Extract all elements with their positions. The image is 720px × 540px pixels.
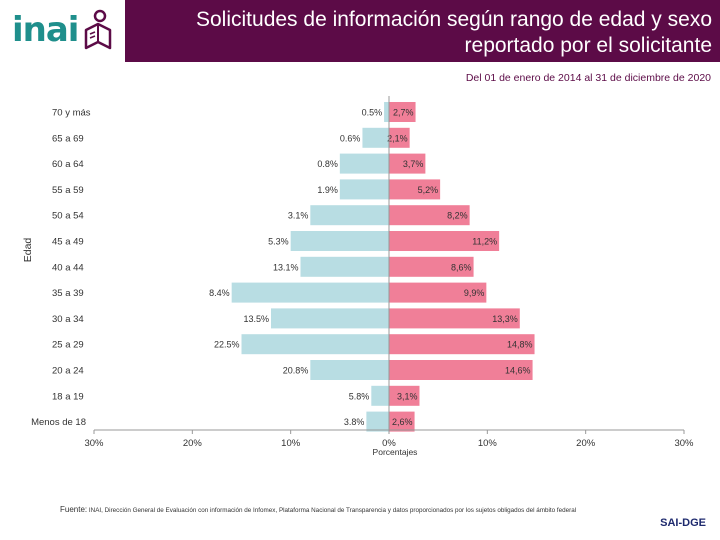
data-label-right: 3,7%: [403, 159, 424, 169]
category-label: 55 a 59: [52, 185, 84, 196]
x-tick-label: 30%: [674, 438, 694, 449]
source-footer: Fuente: INAI, Dirección General de Evalu…: [60, 505, 660, 516]
bar-left: [339, 179, 389, 200]
data-label-right: 2,7%: [393, 108, 414, 118]
data-label-left: 3.1%: [288, 211, 309, 221]
bar-right: [389, 205, 470, 226]
y-axis-label: Edad: [22, 238, 34, 263]
x-tick-label: 20%: [183, 438, 203, 449]
data-label-right: 11,2%: [472, 237, 497, 247]
bar-right: [389, 385, 420, 406]
x-tick-label: 0%: [382, 438, 396, 449]
data-label-right: 3,1%: [397, 391, 418, 401]
x-tick-label: 30%: [84, 438, 104, 449]
bar-left: [241, 334, 389, 355]
bar-left: [290, 231, 389, 251]
footer-text: INAI, Dirección General de Evaluación co…: [88, 507, 577, 514]
category-label: 25 a 29: [52, 340, 84, 351]
data-label-right: 8,2%: [447, 211, 468, 221]
bar-right: [389, 127, 410, 148]
bar-right: [389, 411, 415, 432]
bar-left: [300, 256, 389, 277]
data-label-right: 9,9%: [464, 288, 485, 298]
data-label-right: 8,6%: [451, 262, 472, 272]
data-label-left: 22.5%: [214, 340, 240, 350]
data-label-left: 13.1%: [273, 262, 299, 272]
category-label: 60 a 64: [52, 159, 84, 170]
category-label: 50 a 54: [52, 211, 84, 222]
bar-right: [389, 102, 416, 122]
bar-right: [389, 256, 474, 277]
bar-right: [389, 334, 535, 355]
data-label-left: 8.4%: [209, 288, 230, 298]
footer-tag: SAI-DGE: [660, 517, 706, 529]
logo-text: inai: [12, 10, 79, 50]
bar-left: [371, 385, 389, 406]
bar-right: [389, 179, 441, 200]
x-axis-label: Porcentajes: [373, 447, 418, 457]
logo-area: inai: [0, 0, 125, 62]
category-label: 45 a 49: [52, 237, 84, 248]
bar-left: [271, 308, 389, 329]
inai-logo-icon: [84, 9, 112, 50]
bar-left: [339, 153, 389, 174]
population-pyramid-chart: Edad 70 y más 0.5% 2,7% 65 a 69 0.6% 2,1% 60 a …: [22, 96, 694, 457]
category-label: Menos de 18: [31, 417, 86, 428]
page-title: Solicitudes de información según rango d…: [196, 8, 712, 57]
data-label-right: 2,6%: [392, 417, 413, 427]
category-label: 40 a 44: [52, 262, 84, 273]
bar-right: [389, 360, 533, 380]
data-label-left: 1.9%: [317, 185, 338, 195]
data-label-left: 0.5%: [362, 108, 383, 118]
chart-subtitle: Del 01 de enero de 2014 al 31 de diciemb…: [465, 72, 711, 84]
x-tick-label: 20%: [576, 438, 596, 449]
data-label-right: 13,3%: [492, 314, 518, 324]
data-label-left: 5.3%: [268, 237, 289, 247]
data-label-left: 20.8%: [283, 366, 309, 376]
x-tick-label: 10%: [281, 438, 301, 449]
category-label: 18 a 19: [52, 391, 84, 402]
category-label: 65 a 69: [52, 133, 84, 144]
category-label: 20 a 24: [52, 366, 84, 377]
category-label: 35 a 39: [52, 288, 84, 299]
data-label-left: 5.8%: [349, 391, 370, 401]
data-label-left: 13.5%: [243, 314, 269, 324]
bar-right: [389, 282, 487, 303]
header-bar: Solicitudes de información según rango d…: [125, 0, 720, 62]
data-label-right: 2,1%: [387, 133, 408, 143]
data-label-left: 0.6%: [340, 133, 361, 143]
x-tick-label: 10%: [478, 438, 498, 449]
data-label-left: 3.8%: [344, 417, 365, 427]
bar-left: [362, 127, 389, 148]
bar-left: [310, 360, 389, 380]
data-label-right: 14,8%: [507, 340, 533, 350]
bar-left: [366, 411, 389, 432]
footer-lead: Fuente:: [60, 505, 88, 514]
bar-right: [389, 231, 500, 251]
data-label-right: 5,2%: [418, 185, 439, 195]
bar-right: [389, 308, 520, 329]
data-label-left: 0.8%: [317, 159, 338, 169]
bar-left: [384, 102, 389, 122]
bar-right: [389, 153, 426, 174]
category-label: 70 y más: [52, 108, 91, 119]
bar-left: [310, 205, 389, 226]
bar-left: [231, 282, 389, 303]
category-label: 30 a 34: [52, 314, 84, 325]
data-label-right: 14,6%: [505, 366, 531, 376]
